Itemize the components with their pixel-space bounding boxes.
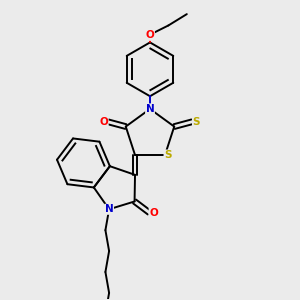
- Text: O: O: [149, 208, 158, 218]
- Text: S: S: [164, 150, 172, 160]
- Text: O: O: [99, 117, 108, 127]
- Text: N: N: [146, 104, 154, 114]
- Text: O: O: [146, 30, 154, 40]
- Text: S: S: [193, 117, 200, 127]
- Text: N: N: [105, 204, 113, 214]
